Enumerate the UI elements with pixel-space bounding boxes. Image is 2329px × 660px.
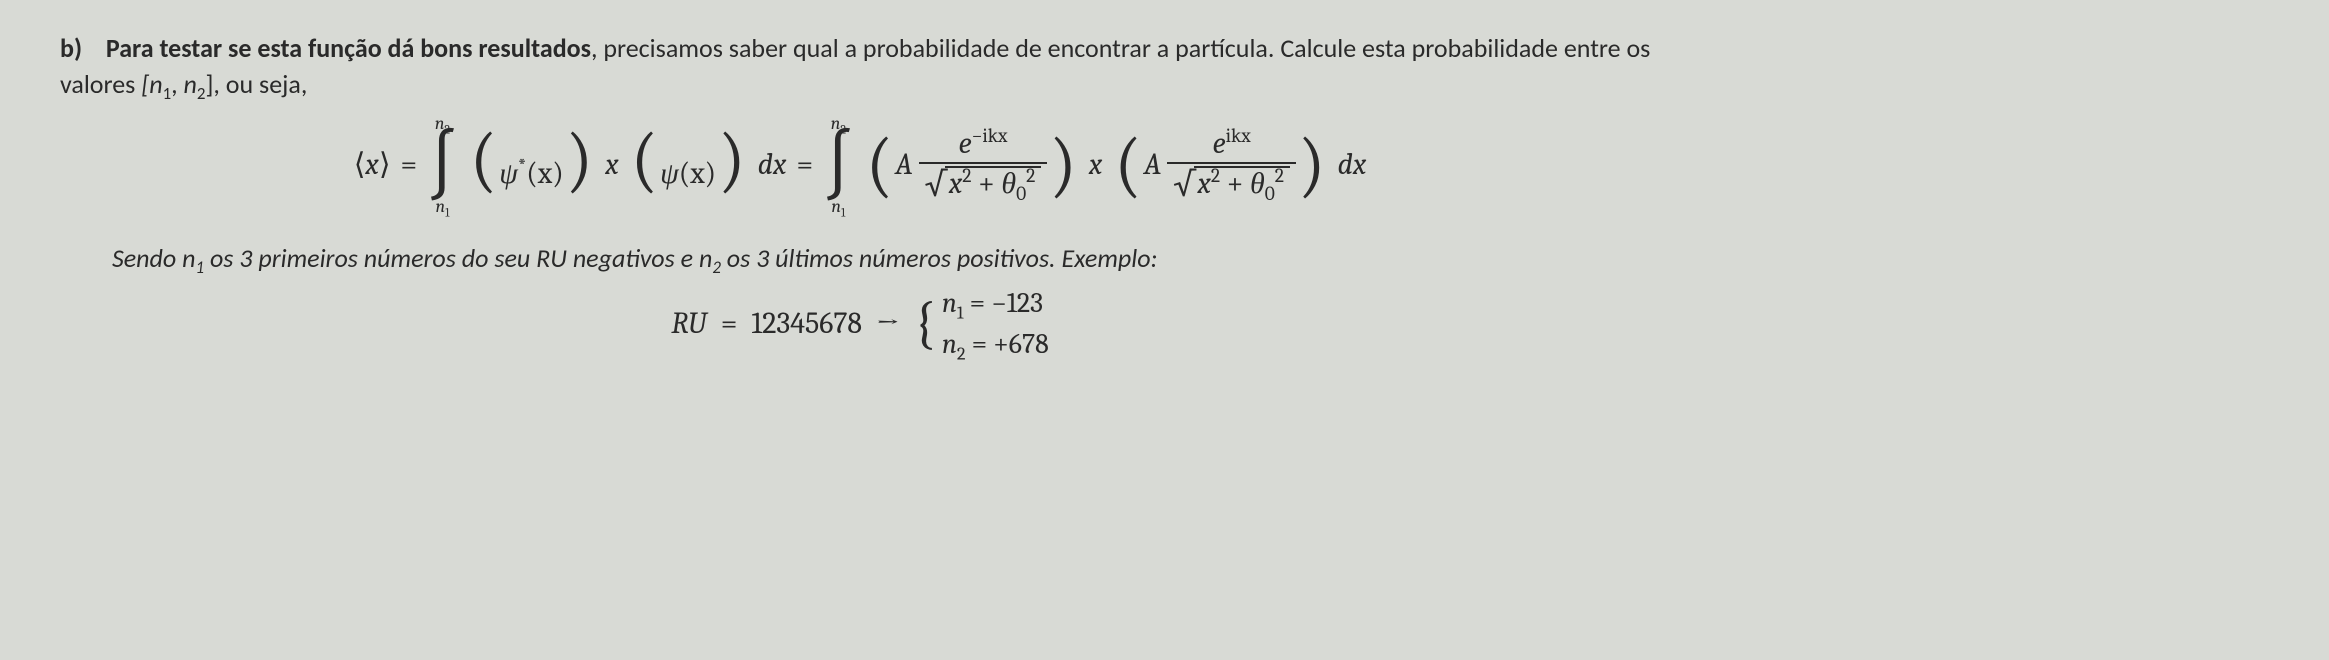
equals-1: = (401, 144, 418, 186)
of-x-2: (x) (679, 156, 716, 191)
main-equation: x = n2 ∫ n1 (ψ*(x)) x (ψ(x)) dx = n2 ∫ n… (60, 115, 1660, 216)
interval-n1-sub: 1 (163, 84, 172, 105)
note-mid2: os 3 últimos números positivos. Exemplo: (721, 242, 1158, 274)
frac-neg-den: √ x2 + θ02 (919, 162, 1048, 202)
interval-n2: n (184, 68, 197, 100)
integral-2-col: n2 ∫ n1 (823, 115, 854, 216)
factor-A-neg: ( A e−ikx √ x2 + θ02 ) (864, 128, 1079, 202)
item-label: b) (60, 30, 100, 66)
radicand-2: x2 + θ02 (1194, 166, 1291, 202)
dx-2: dx (1338, 144, 1367, 186)
note-line: Sendo n1 os 3 primeiros números do seu R… (112, 240, 1660, 276)
intro-text: Para testar se esta função dá bons resul… (60, 32, 1650, 100)
interval-comma: , (171, 68, 183, 100)
times-x-2: x (1089, 144, 1102, 186)
integral-1-col: n2 ∫ n1 (427, 115, 458, 216)
psi: ψ (660, 156, 679, 191)
ru-eq: = (721, 303, 738, 345)
brace-icon: { (913, 301, 935, 347)
integral-2: n2 ∫ n1 (823, 115, 854, 216)
radicand-1: x2 + θ02 (945, 166, 1042, 202)
frac-pos-num: eikx (1207, 128, 1257, 162)
radical-icon: √ (925, 167, 947, 201)
psi-star: ψ (499, 156, 518, 191)
int2-lower: n1 (831, 198, 845, 216)
integral-1: n2 ∫ n1 (427, 115, 458, 216)
ou-seja: , ou seja, (213, 68, 307, 100)
case-1: n1 = −123 (942, 284, 1049, 323)
problem-intro-line: b) Para testar se esta função dá bons re… (60, 30, 1660, 103)
example-equation: RU = 12345678 → { n1 = −123 n2 = +678 (60, 284, 1660, 364)
star-sup: * (518, 154, 526, 177)
frac-pos-den: √ x2 + θ02 (1167, 162, 1296, 202)
dx-1: dx (758, 144, 787, 186)
cases: n1 = −123 n2 = +678 (942, 284, 1049, 364)
arrow-icon: → (876, 303, 900, 345)
frac-neg-num: e−ikx (952, 128, 1013, 162)
note-n1-sub: 1 (196, 257, 205, 278)
int1-lower: n1 (435, 198, 449, 216)
frac-pos: eikx √ x2 + θ02 (1167, 128, 1296, 202)
intro-bold: Para testar se esta função dá bons resul… (106, 32, 591, 64)
integrand-2: (ψ(x)) (629, 135, 748, 195)
note-n2-sub: 2 (712, 257, 721, 278)
note-sendo: Sendo (112, 242, 182, 274)
sqrt-1: √ x2 + θ02 (925, 166, 1042, 202)
A-1: A (895, 144, 918, 186)
equals-2: = (796, 144, 813, 186)
interval-n1: n (149, 68, 162, 100)
ru-value: 12345678 (751, 303, 862, 345)
frac-neg: e−ikx √ x2 + θ02 (919, 128, 1048, 202)
radical-2-icon: √ (1173, 167, 1195, 201)
ru-label: RU (671, 303, 706, 345)
note-n2: n (699, 242, 712, 274)
A-2: A (1144, 144, 1167, 186)
integral-sign-2-icon: ∫ (823, 133, 854, 198)
cases-block: { n1 = −123 n2 = +678 (913, 284, 1048, 364)
factor-A-pos: ( A eikx √ x2 + θ02 ) (1112, 128, 1327, 202)
interval-open (141, 68, 149, 100)
case-2: n2 = +678 (942, 325, 1049, 364)
integrand-1: (ψ*(x)) (468, 135, 595, 195)
note-n1: n (182, 242, 195, 274)
lhs-var: x (365, 147, 378, 182)
integral-sign-icon: ∫ (427, 133, 458, 198)
times-x-1: x (605, 144, 618, 186)
note-mid1: os 3 primeiros números do seu RU negativ… (204, 242, 699, 274)
lhs: x (354, 144, 391, 186)
problem-block: b) Para testar se esta função dá bons re… (60, 30, 1660, 364)
of-x-1: (x) (526, 156, 563, 191)
sqrt-2: √ x2 + θ02 (1173, 166, 1290, 202)
